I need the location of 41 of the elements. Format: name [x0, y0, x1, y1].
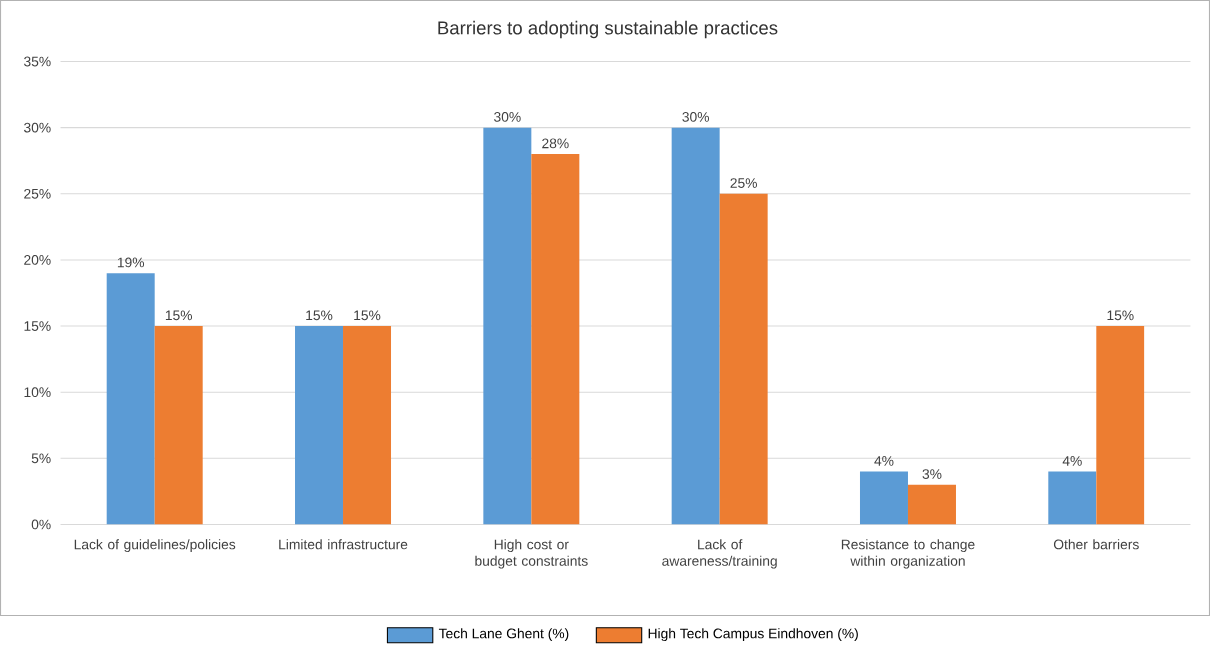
y-tick-label: 0% [31, 519, 51, 530]
data-label: 30% [682, 112, 709, 122]
bar [343, 326, 392, 525]
data-label: 4% [1062, 456, 1082, 466]
bar [1048, 471, 1097, 525]
bar [531, 154, 580, 525]
x-tick-label: Resistance to change within organization [841, 539, 975, 569]
y-tick-label: 15% [24, 321, 51, 331]
bar [907, 484, 956, 525]
data-label: 19% [117, 257, 145, 268]
x-tick-label: High cost or budget constraints [475, 539, 588, 569]
y-tick-label: 25% [24, 188, 51, 199]
x-tick-label: Limited infrastructure [279, 539, 408, 550]
x-tick-label: Lack of guidelines/policies [74, 539, 236, 553]
bar [671, 127, 720, 525]
bar [106, 273, 155, 525]
y-tick-label: 35% [24, 56, 51, 67]
y-tick-label: 20% [24, 255, 51, 265]
data-label: 15% [1107, 310, 1134, 321]
bar [483, 127, 532, 525]
legend-label: Tech Lane Ghent (%) [438, 628, 569, 642]
data-label: 15% [165, 310, 193, 321]
y-tick-label: 5% [31, 453, 51, 464]
data-label: 15% [306, 310, 333, 321]
bar [719, 193, 768, 525]
data-label: 4% [874, 456, 894, 466]
bar [154, 326, 203, 525]
bar [1096, 326, 1145, 525]
data-label: 15% [354, 310, 381, 321]
chart-title: Barriers to adopting sustainable practices [438, 20, 778, 39]
legend-label: High Tech Campus Eindhoven (%) [648, 628, 858, 642]
data-label: 30% [494, 112, 521, 122]
y-tick-label: 10% [24, 387, 51, 398]
bar [859, 471, 908, 525]
bar [295, 326, 344, 525]
y-tick-label: 30% [24, 122, 51, 133]
x-tick-label: Lack of awareness/training [662, 539, 777, 569]
x-tick-label: Other barriers [1053, 539, 1139, 550]
data-label: 28% [542, 138, 569, 149]
data-label: 25% [730, 178, 757, 188]
data-label: 3% [922, 469, 942, 479]
